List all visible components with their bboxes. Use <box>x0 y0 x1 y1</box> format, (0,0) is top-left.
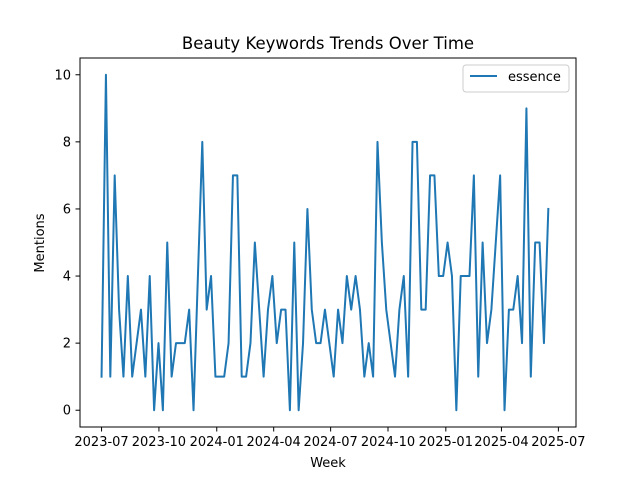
legend-box <box>462 64 570 93</box>
series-line-essence <box>100 73 550 412</box>
y-axis: 0 2 4 6 8 10 <box>54 68 80 419</box>
x-tick-label: 2023-07 <box>74 435 128 450</box>
y-tick-label: 2 <box>63 337 71 352</box>
y-tick-label: 8 <box>63 135 71 150</box>
chart-title: Beauty Keywords Trends Over Time <box>182 34 474 53</box>
y-tick-label: 4 <box>63 270 71 285</box>
x-tick-label: 2024-04 <box>247 435 301 450</box>
y-axis-label: Mentions <box>33 213 48 272</box>
x-axis-label: Week <box>310 456 346 471</box>
legend: essence <box>462 64 570 93</box>
x-tick-label: 2024-07 <box>303 435 357 450</box>
x-tick-label: 2025-01 <box>419 435 473 450</box>
x-tick-label: 2025-07 <box>531 435 585 450</box>
x-axis: 2023-07 2023-10 2024-01 2024-04 2024-07 2024-… <box>74 427 586 450</box>
plot-frame <box>79 57 577 428</box>
y-tick-label: 0 <box>63 404 71 419</box>
legend-label-essence: essence <box>508 70 561 85</box>
x-tick-label: 2025-04 <box>474 435 528 450</box>
y-tick-label: 10 <box>54 68 71 83</box>
plot-area <box>79 57 577 428</box>
x-tick-label: 2024-10 <box>361 435 415 450</box>
x-tick-label: 2024-01 <box>190 435 244 450</box>
y-tick-label: 6 <box>63 202 71 217</box>
x-tick-label: 2023-10 <box>132 435 186 450</box>
